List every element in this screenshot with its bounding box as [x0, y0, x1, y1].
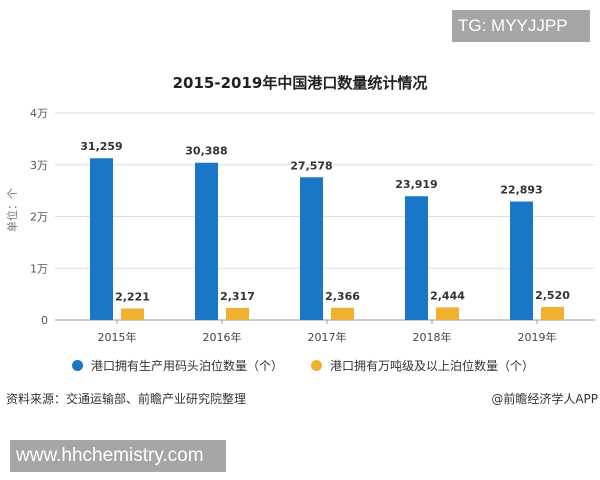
bar-10k-berths [541, 306, 564, 320]
legend: 港口拥有生产用码头泊位数量（个） 港口拥有万吨级及以上泊位数量（个） [72, 357, 534, 374]
data-label: 2,366 [325, 290, 360, 303]
bar-berths [510, 201, 533, 320]
bar-10k-berths [331, 307, 354, 320]
y-tick-label: 4万 [30, 107, 48, 120]
legend-item-10k-berths: 港口拥有万吨级及以上泊位数量（个） [311, 357, 534, 374]
watermark-tg: TG: MYYJJPP [452, 10, 590, 42]
bar-10k-berths [121, 308, 144, 320]
y-axis-label: 单位：个 [5, 188, 19, 232]
data-label: 30,388 [185, 145, 227, 158]
data-label: 2,520 [535, 289, 570, 302]
bar-berths [300, 177, 323, 320]
x-tick-label: 2016年 [203, 330, 242, 344]
bar-berths [195, 162, 218, 320]
y-tick-label: 1万 [30, 262, 48, 275]
x-tick-label: 2018年 [413, 330, 452, 344]
legend-marker-orange [311, 360, 323, 371]
legend-label: 港口拥有万吨级及以上泊位数量（个） [330, 359, 535, 373]
bar-10k-berths [436, 307, 459, 320]
x-tick-label: 2017年 [308, 330, 347, 344]
y-tick-label: 0 [41, 314, 48, 327]
bar-berths [90, 158, 113, 320]
y-tick-label: 2万 [30, 211, 48, 224]
bar-berths [405, 196, 428, 320]
data-label: 23,919 [395, 178, 437, 191]
legend-marker-blue [72, 360, 83, 371]
chart-title: 2015-2019年中国港口数量统计情况 [173, 74, 428, 92]
data-label: 2,317 [220, 290, 255, 303]
bar-10k-berths [226, 308, 249, 320]
data-label: 31,259 [80, 140, 122, 153]
data-label: 2,444 [430, 289, 465, 302]
x-tick-label: 2015年 [98, 330, 137, 344]
legend-item-berths: 港口拥有生产用码头泊位数量（个） [72, 357, 283, 374]
data-label: 22,893 [500, 184, 542, 197]
legend-label: 港口拥有生产用码头泊位数量（个） [91, 359, 284, 373]
x-tick-label: 2019年 [518, 330, 557, 344]
watermark-site: www.hhchemistry.com [10, 440, 226, 472]
credit: @前瞻经济学人APP [491, 392, 598, 406]
data-label: 2,221 [115, 291, 150, 304]
source-note: 资料来源：交通运输部、前瞻产业研究院整理 [6, 392, 247, 406]
data-label: 27,578 [290, 159, 332, 172]
y-tick-label: 3万 [30, 159, 48, 172]
